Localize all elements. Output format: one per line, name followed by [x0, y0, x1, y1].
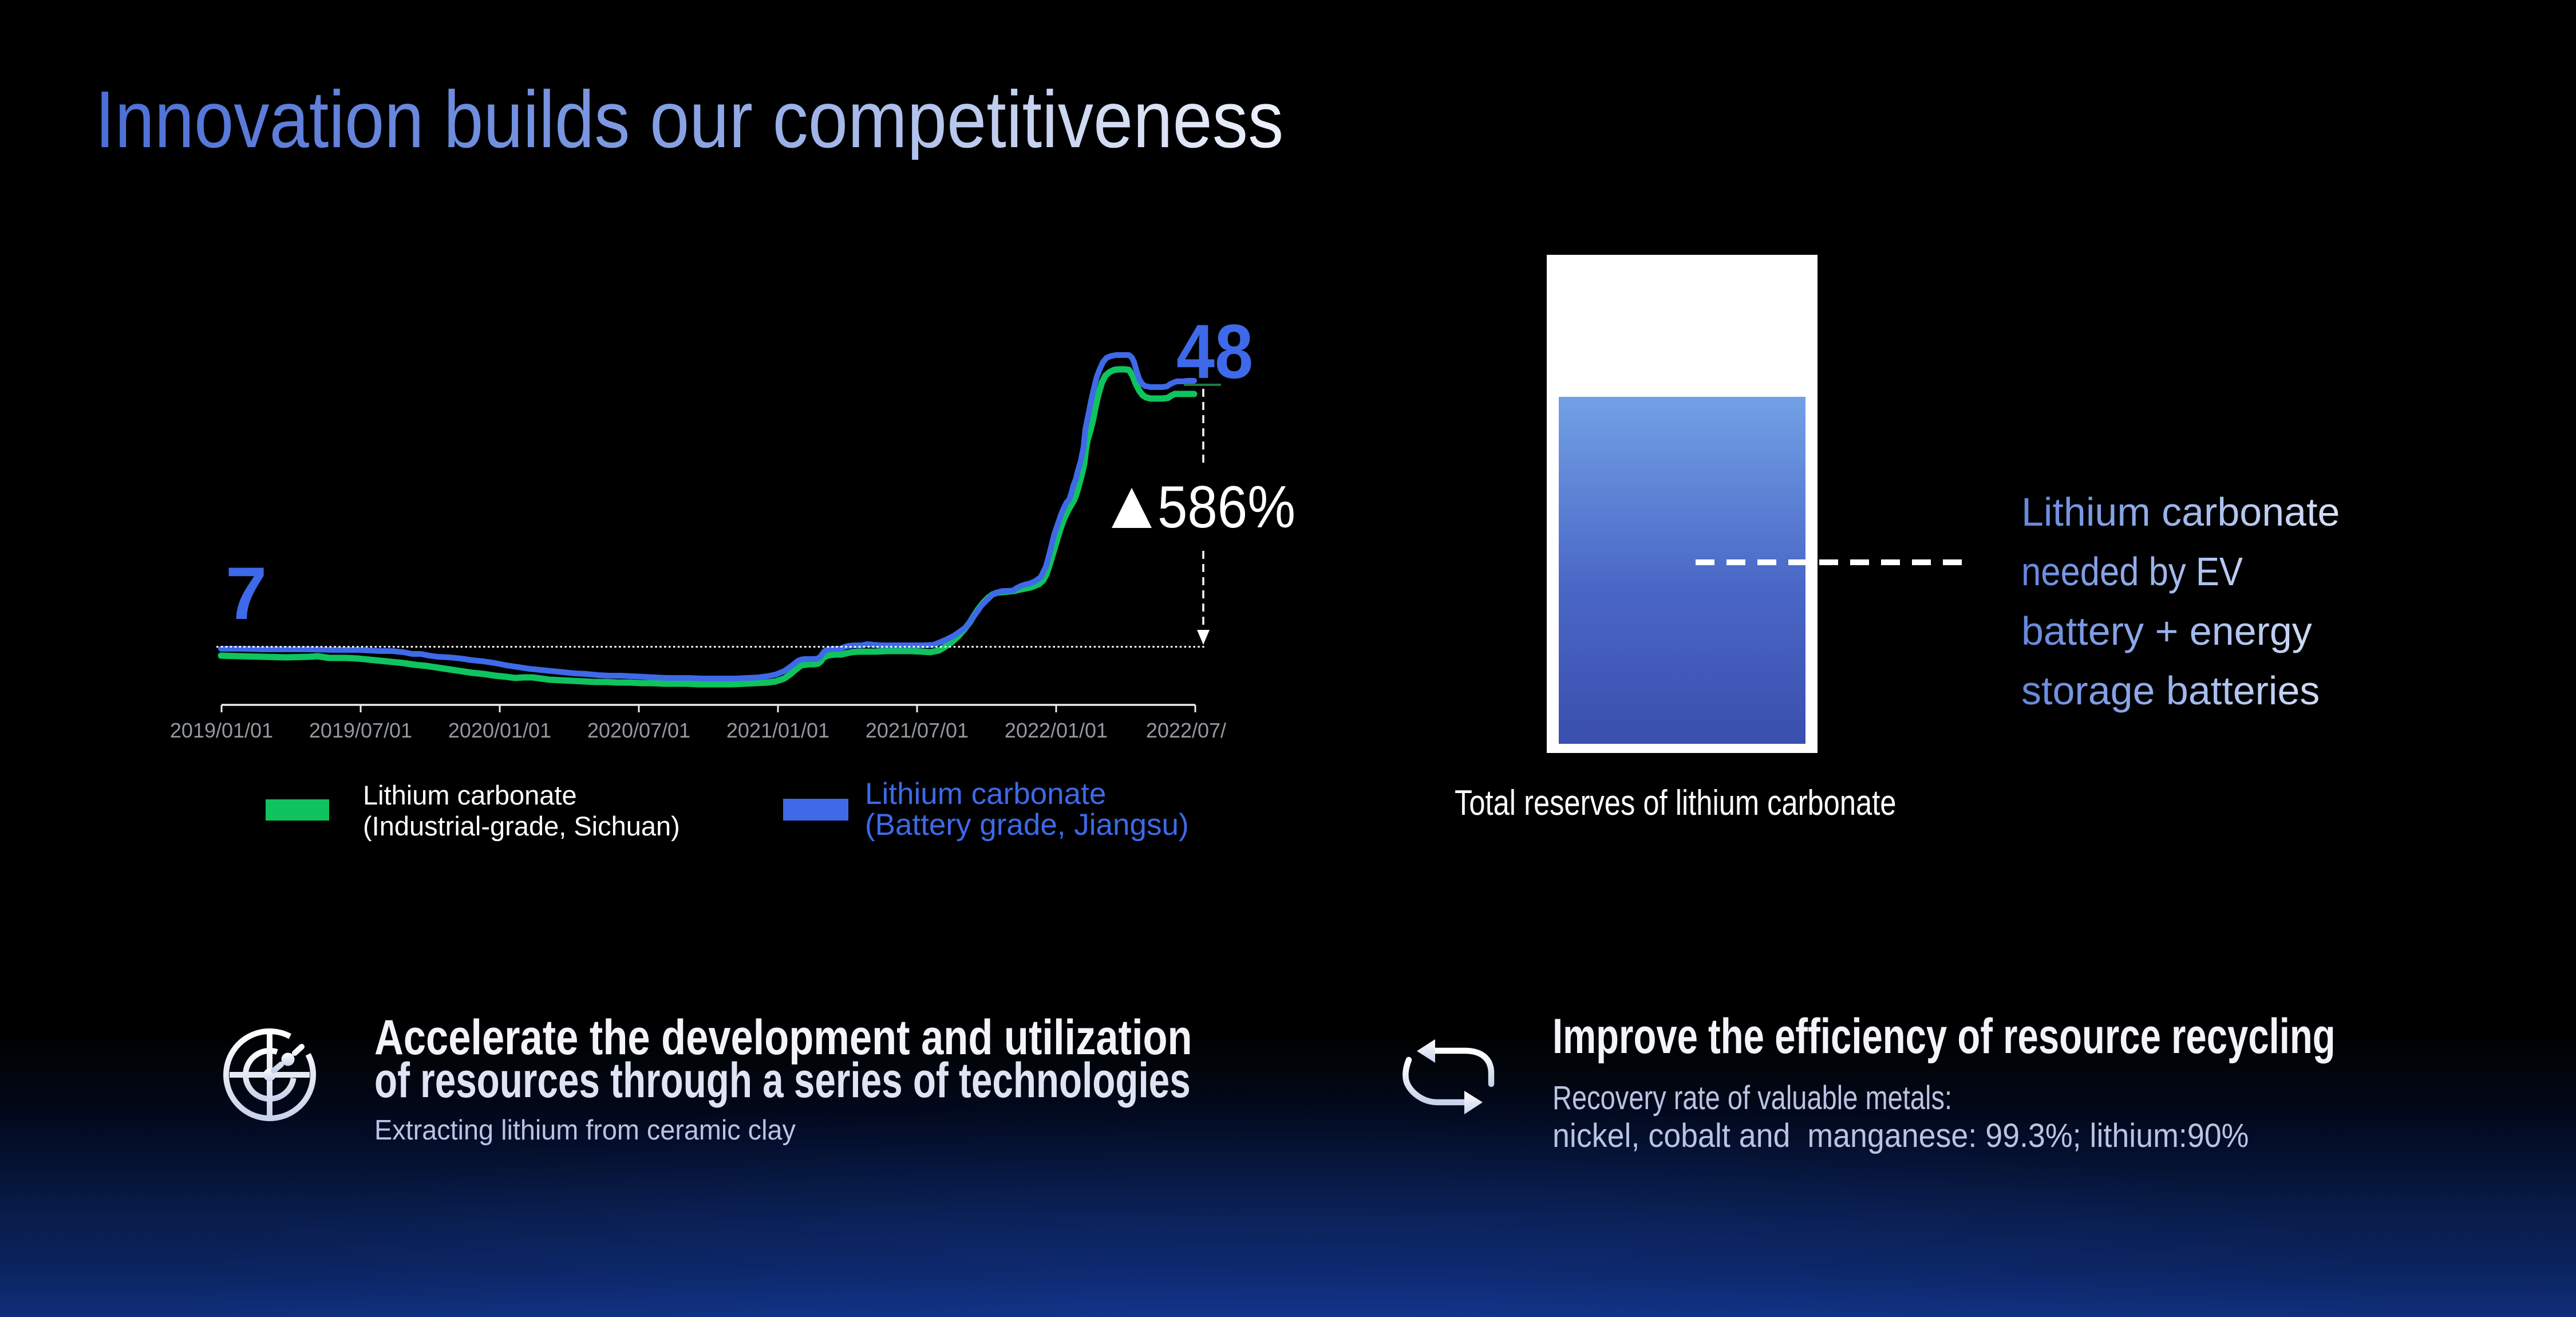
svg-text:2022/07/: 2022/07/: [1146, 719, 1226, 742]
svg-text:2019/01/01: 2019/01/01: [170, 719, 273, 742]
svg-text:2019/07/01: 2019/07/01: [309, 719, 412, 742]
svg-text:2021/01/01: 2021/01/01: [726, 719, 829, 742]
svg-text:2021/07/01: 2021/07/01: [866, 719, 969, 742]
svg-text:2022/01/01: 2022/01/01: [1005, 719, 1108, 742]
svg-text:2020/01/01: 2020/01/01: [448, 719, 551, 742]
svg-text:2020/07/01: 2020/07/01: [587, 719, 690, 742]
